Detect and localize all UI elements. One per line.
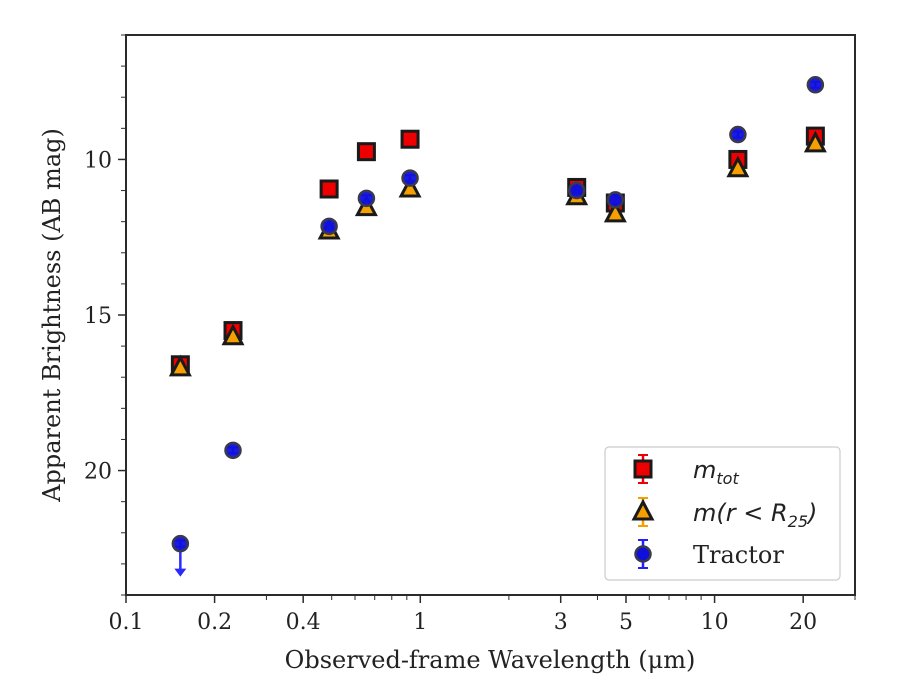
y-axis-label: Apparent Brightness (AB mag) <box>38 128 66 503</box>
tractor-point <box>567 181 586 200</box>
legend-entry: Tractor <box>634 539 784 569</box>
tractor-point <box>401 169 419 187</box>
tractor-point <box>806 76 825 94</box>
mr25-point <box>603 200 627 223</box>
legend-label-subscript: 25 <box>788 512 808 531</box>
x-tick-label: 1 <box>413 610 427 635</box>
x-axis-ticks: 0.1 0.2 0.4 1 3 5 10 20 <box>109 595 856 635</box>
tractor-point <box>171 534 190 553</box>
mr25-point <box>168 354 192 377</box>
data-marks <box>168 76 827 577</box>
x-tick-label: 20 <box>789 610 817 635</box>
y-tick-label: 10 <box>84 148 112 173</box>
mtot-point <box>400 129 420 149</box>
legend-triangle-marker <box>631 498 655 521</box>
mtot-point <box>319 179 339 199</box>
x-tick-label: 0.2 <box>197 610 232 635</box>
legend-label-tail: ) <box>806 499 817 527</box>
mr25-point <box>726 155 750 178</box>
legend-label-subscript: tot <box>716 469 739 488</box>
x-tick-label: 0.4 <box>286 610 321 635</box>
mr25-point <box>803 130 827 153</box>
y-axis-ticks: 10 15 20 <box>84 34 126 596</box>
legend-label: mtot <box>693 456 739 488</box>
mr25-point <box>398 175 422 198</box>
legend-label: m(r < R25) <box>693 499 817 531</box>
legend-circle-marker <box>634 545 652 563</box>
upper-limit-arrowhead <box>174 568 187 577</box>
legend-square-marker <box>633 459 653 479</box>
series-triangle <box>168 130 827 377</box>
legend-label-main: m(r < R <box>693 499 788 527</box>
tractor-point <box>320 217 338 236</box>
tractor-point <box>729 125 747 144</box>
tractor-point <box>606 191 625 209</box>
tractor-point <box>357 189 376 208</box>
tractor-point <box>224 441 242 460</box>
series-circle <box>171 76 825 577</box>
x-tick-label: 5 <box>619 610 633 635</box>
mr25-point <box>221 323 245 346</box>
legend-entry: m(r < R25) <box>631 497 817 531</box>
y-tick-label: 15 <box>84 304 112 329</box>
legend-box <box>604 446 841 581</box>
legend-entry: mtot <box>633 454 739 488</box>
legend: mtot m(r < R25) Tractor <box>604 446 841 581</box>
legend-label: Tractor <box>693 541 784 569</box>
x-tick-label: 10 <box>701 610 729 635</box>
x-tick-label: 3 <box>554 610 568 635</box>
x-tick-label: 0.1 <box>109 610 144 635</box>
y-tick-label: 20 <box>84 460 112 485</box>
x-axis-label: Observed-frame Wavelength (μm) <box>285 646 696 674</box>
mtot-point <box>356 142 376 162</box>
legend-label-main: m <box>693 456 716 484</box>
